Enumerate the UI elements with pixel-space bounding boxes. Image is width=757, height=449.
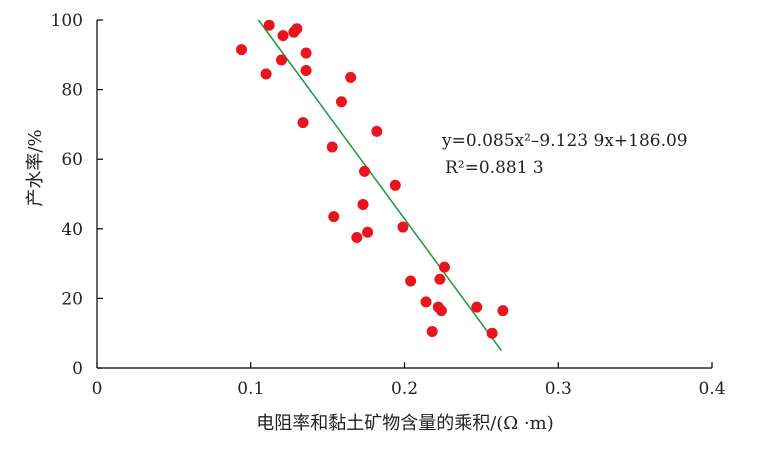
data-point (497, 305, 509, 317)
data-point (345, 71, 357, 83)
data-point (471, 301, 483, 313)
data-point (357, 198, 369, 210)
data-point (435, 305, 447, 317)
data-point (236, 44, 248, 56)
data-point (359, 165, 371, 177)
fit-equation: y=0.085x²–9.123 9x+186.09 (441, 131, 688, 151)
data-point (277, 30, 289, 42)
x-tick-label: 0.2 (391, 379, 418, 399)
data-point (276, 54, 287, 66)
x-tick-label: 0 (92, 379, 103, 399)
axes (96, 20, 712, 369)
data-point (328, 211, 340, 223)
data-points (236, 19, 509, 339)
data-point (426, 325, 438, 337)
y-tick-label: 80 (61, 81, 83, 101)
data-point (263, 19, 275, 31)
data-point (420, 296, 432, 308)
x-tick-label: 0.1 (237, 379, 264, 399)
data-point (362, 226, 374, 238)
data-point (389, 179, 401, 191)
tick-labels: 0 0.1 0.2 0.3 0.4 0 20 40 60 80 100 (51, 11, 726, 399)
data-point (371, 125, 383, 137)
y-tick-label: 20 (61, 289, 83, 309)
data-point (486, 327, 498, 339)
data-point (405, 275, 417, 287)
fit-r2: R²=0.881 3 (445, 158, 544, 178)
data-point (297, 117, 309, 129)
tick-marks (96, 19, 713, 369)
data-point (326, 141, 338, 153)
data-point (260, 68, 272, 80)
data-point (397, 221, 409, 233)
x-tick-label: 0.3 (545, 379, 572, 399)
y-tick-label: 100 (51, 11, 83, 31)
y-tick-label: 60 (61, 150, 83, 170)
data-point (351, 232, 363, 243)
data-point (300, 64, 312, 76)
data-point (438, 261, 450, 273)
data-point (434, 273, 446, 285)
data-point (335, 96, 347, 108)
data-point (300, 47, 312, 59)
y-tick-label: 40 (61, 220, 83, 240)
data-point (291, 23, 303, 35)
y-axis-title: 产水率/% (25, 129, 46, 206)
y-tick-label: 0 (72, 359, 83, 379)
x-axis-title: 电阻率和黏土矿物含量的乘积/(Ω ·m) (256, 413, 554, 434)
fit-line (257, 19, 502, 352)
x-tick-label: 0.4 (698, 379, 725, 399)
